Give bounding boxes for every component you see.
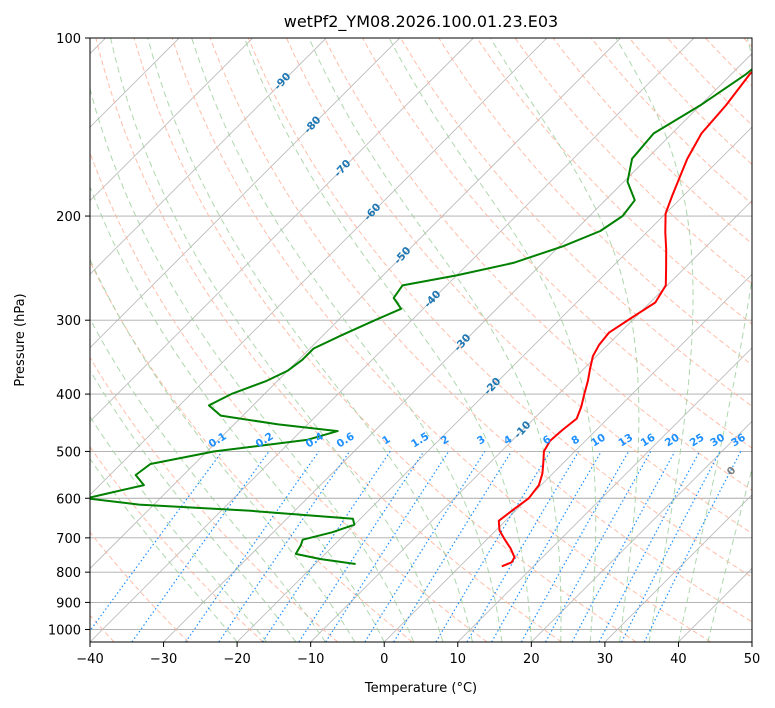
dry-adiabat-line: [324, 38, 752, 491]
x-tick-label: −30: [150, 652, 177, 667]
mixing-ratio-line: [218, 451, 351, 642]
moist-adiabat-line: [191, 38, 503, 642]
isotherm-line: [236, 126, 752, 642]
x-tick-label: 30: [597, 652, 614, 667]
moist-adiabat-line: [308, 38, 562, 642]
background-lines: [90, 38, 752, 642]
isotherm-line: [90, 38, 327, 275]
x-tick-label: 40: [670, 652, 687, 667]
mixing-ratio-line: [90, 451, 223, 632]
y-tick-label: 300: [56, 314, 81, 329]
isotherm-line: [90, 38, 548, 496]
temperature-profile-line: [497, 70, 752, 568]
dry-adiabat-line: [209, 38, 752, 623]
moist-adiabat-line: [90, 415, 267, 642]
mixing-ratio-line: [520, 451, 630, 642]
dry-adiabat-line: [247, 38, 752, 578]
moist-adiabat-line: [615, 38, 694, 642]
y-tick-label: 500: [56, 445, 81, 460]
mixing-ratio-line: [393, 451, 512, 642]
dry-adiabat-line: [90, 356, 339, 642]
dewpoint-profile-line: [90, 67, 752, 565]
moist-adiabat-line: [388, 38, 597, 642]
plot-frame: [89, 37, 753, 643]
x-axis-label: Temperature (°C): [364, 681, 477, 696]
moist-adiabat-line: [244, 38, 532, 642]
moist-adiabat-line: [90, 457, 238, 642]
x-tick-label: 0: [380, 652, 388, 667]
x-tick-label: −10: [297, 652, 324, 667]
moist-adiabat-line: [90, 369, 297, 642]
y-tick-label: 900: [56, 596, 81, 611]
mixing-ratio-line: [325, 451, 450, 642]
x-tick-label: 50: [744, 652, 761, 667]
isotherm-line: [163, 52, 752, 642]
isotherm-line: [90, 38, 474, 422]
mixing-ratio-line: [435, 451, 551, 642]
x-tick-label: 20: [523, 652, 540, 667]
mixing-ratio-line: [571, 451, 676, 642]
plot-area: [90, 38, 752, 642]
mixing-ratio-line: [545, 451, 652, 642]
x-tick-label: 10: [450, 652, 467, 667]
isotherm-line: [604, 494, 752, 642]
mixing-ratio-line: [131, 451, 270, 642]
mixing-ratio-line: [364, 451, 486, 642]
dry-adiabat-line: [90, 151, 488, 642]
dry-adiabat-line: [476, 38, 752, 325]
dry-adiabat-line: [514, 38, 752, 285]
moist-adiabat-line: [707, 467, 752, 642]
mixing-ratio-line: [491, 451, 602, 642]
moist-adiabat-line: [147, 38, 473, 642]
dry-adiabat-line: [90, 260, 413, 642]
y-tick-label: 700: [56, 532, 81, 547]
dry-adiabat-line: [95, 38, 562, 642]
y-tick-label: 100: [56, 32, 81, 47]
dry-adiabat-line: [590, 38, 752, 205]
moist-adiabat-line: [489, 38, 640, 642]
y-tick-label: 800: [56, 566, 81, 581]
y-tick-label: 200: [56, 210, 81, 225]
x-tick-label: −20: [223, 652, 250, 667]
mixing-ratio-line: [466, 451, 580, 642]
moist-adiabat-line: [90, 317, 326, 642]
moist-adiabat-line: [110, 38, 444, 642]
data-series: [90, 67, 752, 568]
dry-adiabat-line: [285, 38, 752, 535]
y-tick-label: 400: [56, 388, 81, 403]
dry-adiabat-line: [400, 38, 752, 407]
dry-adiabat-line: [171, 38, 712, 642]
x-tick-label: −40: [76, 652, 103, 667]
isotherm-line: [90, 38, 621, 570]
moist-adiabat-line: [90, 86, 415, 642]
y-tick-label: 1000: [48, 623, 81, 638]
dry-adiabat-line: [90, 531, 190, 642]
moist-adiabat-line: [90, 258, 356, 642]
dry-adiabat-line: [438, 38, 752, 366]
dry-adiabat-line: [133, 38, 637, 642]
isotherm-line: [90, 38, 695, 642]
y-axis-label: Pressure (hPa): [13, 293, 28, 386]
isotherm-line: [90, 38, 401, 349]
moist-adiabat-line: [677, 38, 752, 642]
isotherm-line: [90, 38, 253, 202]
isotherm-line: [383, 273, 752, 642]
dry-adiabat-line: [362, 38, 752, 449]
y-tick-label: 600: [56, 492, 81, 507]
chart-title: wetPf2_YM08.2026.100.01.23.E03: [284, 12, 558, 32]
axes: −40 −30 −20 −10 0 10 20 30 40 50 100 200 300 400 500 60…: [48, 32, 760, 667]
